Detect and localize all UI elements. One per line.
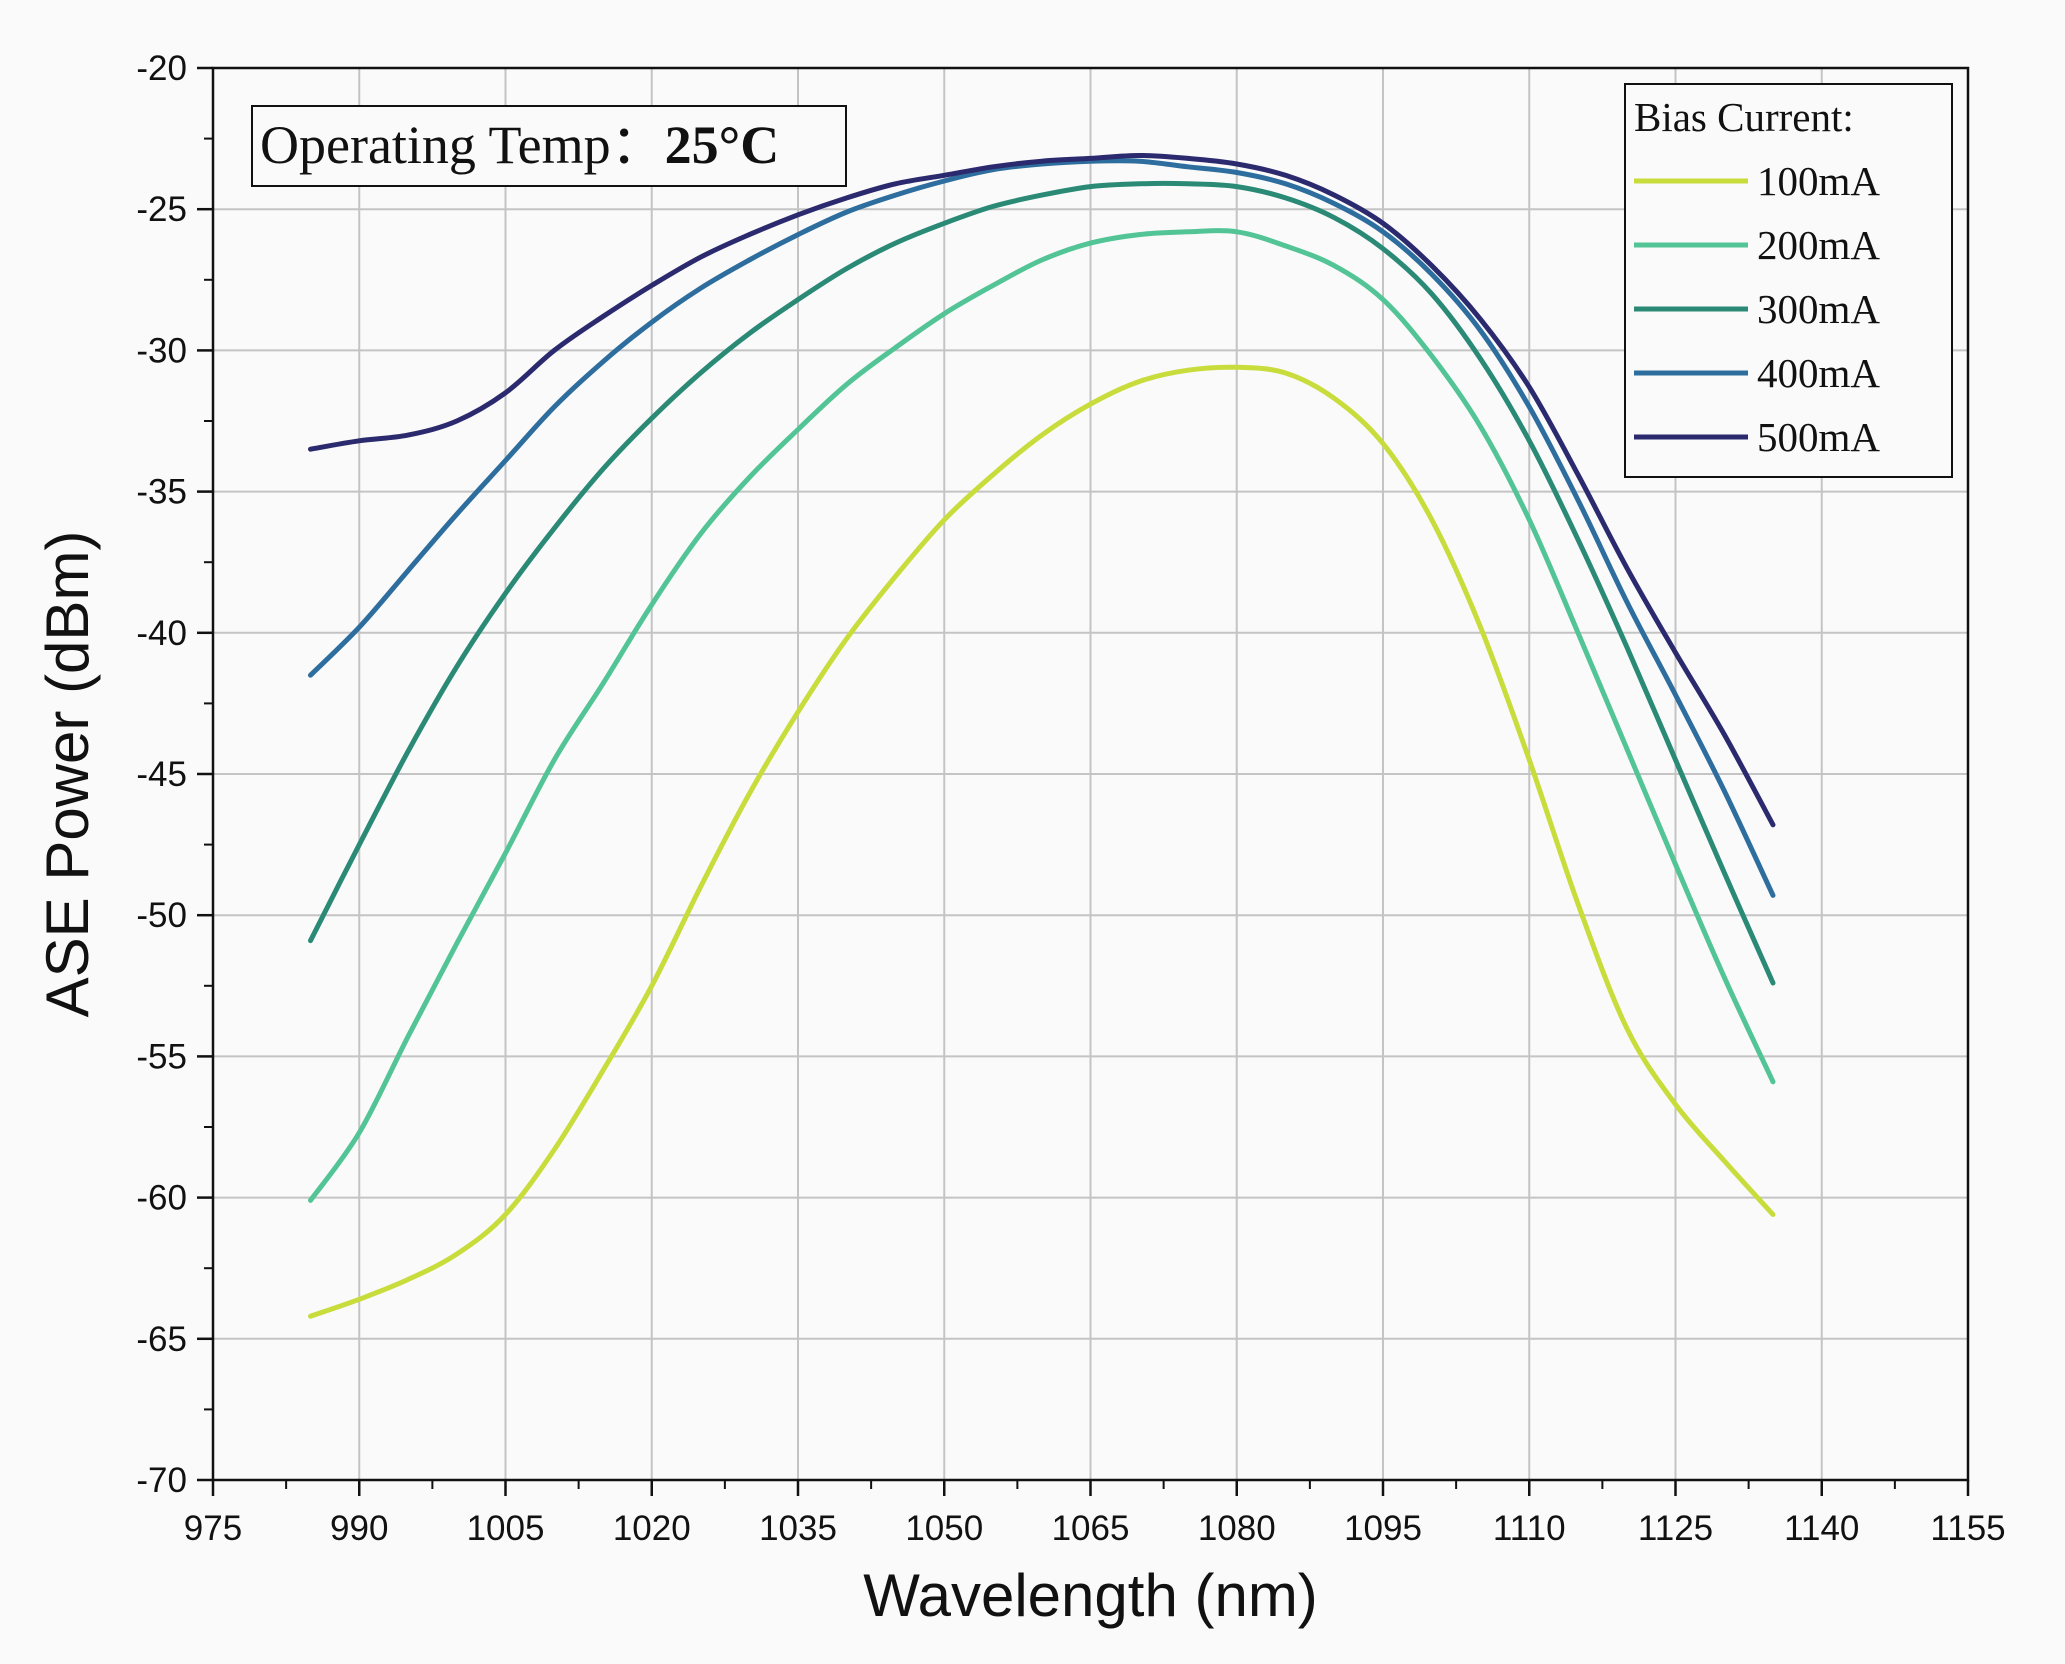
legend-title: Bias Current:: [1634, 94, 1854, 140]
legend-label-200mA: 200mA: [1757, 222, 1880, 268]
x-tick-label: 1125: [1638, 1509, 1713, 1548]
x-tick-label: 1020: [613, 1509, 691, 1548]
annotation-box: [251, 105, 847, 187]
series-line-300mA: [308, 180, 1776, 986]
y-tick-label: -35: [136, 473, 187, 512]
legend-label-300mA: 300mA: [1757, 286, 1880, 332]
x-tick-label: 1065: [1052, 1509, 1130, 1548]
grid: [213, 68, 1968, 1480]
x-tick-label: 1140: [1784, 1509, 1859, 1548]
x-tick-label: 1005: [467, 1509, 545, 1548]
x-tick-label: 1080: [1198, 1509, 1276, 1548]
series-line-100mA: [308, 364, 1776, 1319]
legend: Bias Current: 100mA 200mA 300mA 400mA 500mA: [1624, 83, 1953, 478]
annotation-label: Operating Temp：: [260, 115, 665, 175]
series-line-400mA: [308, 158, 1776, 898]
x-tick-label: 975: [184, 1509, 242, 1548]
x-tick-label: 1155: [1930, 1509, 2005, 1548]
x-tick-label: 990: [330, 1509, 388, 1548]
x-tick-label: 1110: [1493, 1509, 1566, 1548]
y-tick-label: -45: [136, 755, 187, 794]
annotation-text: Operating Temp：25°C: [260, 115, 779, 175]
y-tick-label: -50: [136, 896, 187, 935]
legend-label-100mA: 100mA: [1757, 158, 1880, 204]
series-line-500mA: [308, 153, 1776, 828]
series-line-200mA: [308, 228, 1776, 1203]
x-tick-label: 1050: [905, 1509, 983, 1548]
x-axis-title: Wavelength (nm): [863, 1562, 1318, 1629]
axis-ticks: 975 990 1005 1020 1035 1050 1065 1080 1095 1110 11…: [136, 49, 2005, 1548]
y-tick-label: -20: [136, 49, 187, 88]
y-tick-label: -40: [136, 614, 187, 653]
y-tick-label: -25: [136, 190, 187, 229]
x-tick-label: 1095: [1344, 1509, 1422, 1548]
temperature-annotation: Operating Temp：25°C: [251, 105, 847, 187]
y-axis-title: ASE Power (dBm): [34, 531, 101, 1018]
annotation-value: 25°C: [665, 115, 780, 175]
legend-label-400mA: 400mA: [1757, 350, 1880, 396]
y-tick-label: -60: [136, 1179, 187, 1218]
y-tick-label: -70: [136, 1461, 187, 1500]
legend-box: [1624, 83, 1953, 478]
y-tick-label: -65: [136, 1320, 187, 1359]
y-tick-label: -55: [136, 1037, 187, 1076]
series-lines: [308, 153, 1776, 1319]
y-tick-label: -30: [136, 331, 187, 370]
legend-label-500mA: 500mA: [1757, 414, 1880, 460]
x-tick-label: 1035: [759, 1509, 837, 1548]
legend-items: 100mA 200mA 300mA 400mA 500mA: [1634, 158, 1880, 460]
